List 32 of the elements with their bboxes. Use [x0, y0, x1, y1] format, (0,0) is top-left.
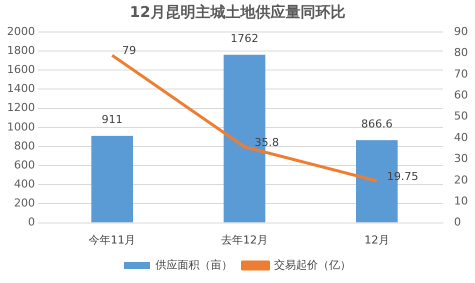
legend-label: 供应面积（亩） [156, 258, 232, 272]
y-tick-label: 800 [14, 139, 35, 152]
y2-tick-label: 50 [454, 110, 468, 123]
y2-tick-label: 30 [454, 152, 468, 166]
y-tick-label: 200 [14, 196, 35, 210]
y-tick-label: 1400 [6, 82, 35, 96]
y-tick-label: 600 [14, 158, 35, 172]
y2-tick-label: 0 [454, 216, 462, 229]
y2-tick-label: 10 [454, 194, 468, 208]
y2-tick-label: 20 [454, 173, 468, 186]
y2-tick-label: 80 [454, 46, 468, 60]
bar [91, 136, 134, 222]
chart-title: 12月昆明主城土地供应量同环比 [130, 2, 346, 21]
y2-tick-label: 90 [454, 24, 468, 38]
y-tick-label: 1800 [6, 44, 35, 57]
data-label: 1762 [230, 32, 258, 46]
y-tick-label: 1000 [6, 120, 35, 134]
data-label: 79 [122, 44, 136, 58]
x-tick-label: 12月 [364, 233, 390, 246]
y-tick-label: 1600 [6, 63, 35, 76]
data-label: 866.6 [361, 117, 393, 130]
y-tick-label: 2000 [6, 24, 35, 38]
x-tick-label: 今年11月 [88, 233, 136, 246]
y-tick-label: 1200 [6, 101, 35, 114]
data-label: 911 [102, 113, 123, 126]
y2-tick-label: 70 [454, 67, 468, 80]
y2-tick-label: 60 [454, 88, 468, 102]
legend-label: 交易起价（亿） [274, 258, 351, 272]
y-tick-label: 0 [28, 216, 35, 229]
x-tick-label: 去年12月 [221, 233, 268, 246]
y-tick-label: 400 [14, 178, 35, 190]
y2-tick-label: 40 [454, 130, 468, 144]
